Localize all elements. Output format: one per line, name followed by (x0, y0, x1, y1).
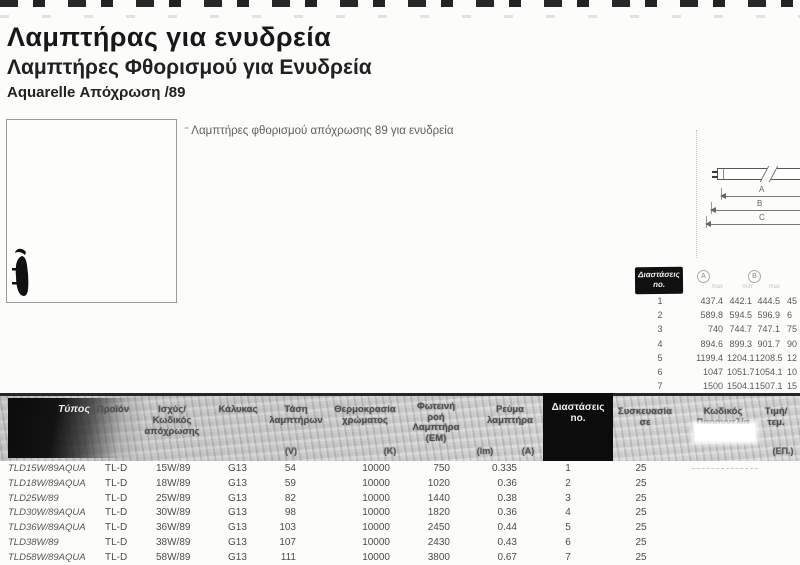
column-letter-a: A (697, 270, 710, 283)
page-subtitle: Λαμπτήρες Φθορισμού για Ενυδρεία (7, 56, 372, 80)
unit-colortemp: (K) (365, 446, 415, 456)
caption-text: Λαμπτήρες φθορισμού απόχρωσης 89 για ενυ… (191, 125, 453, 137)
cell-type: TLD58W/89AQUA (8, 551, 103, 565)
page-variant: Aquarelle Απόχρωση /89 (7, 84, 186, 101)
product-table-header: Τύπος Προϊόν Ισχύς/ Κωδικός απόχρωσης Κά… (0, 393, 800, 461)
scan-edge-artifact (0, 0, 800, 7)
column-letter-b: B (748, 270, 761, 283)
column-sublabel: max (693, 284, 723, 290)
col-header-product: Προϊόν (85, 404, 141, 415)
scan-edge-artifact-faint (0, 15, 800, 18)
cell-type: TLD15W/89AQUA (8, 462, 103, 477)
caption-bullet-icon: ⁼ (184, 125, 189, 136)
col-header-price: Τιμή/ τεμ. (752, 406, 800, 428)
dimensions-title-line1: Διαστάσεις (638, 270, 680, 279)
cell-type: TLD18W/89AQUA (8, 477, 103, 492)
page-title: Λαμπτήρας για ενυδρεία (7, 22, 331, 53)
dimensions-table-title: Διαστάσεις no. (635, 267, 683, 295)
unit-voltage: (V) (266, 446, 316, 456)
lamp-dimension-diagram: A B C (696, 130, 800, 258)
dimension-label-c: C (759, 213, 765, 222)
col-header-current: Ρεύμα λαμπτήρα (481, 404, 539, 426)
dimension-line-a (721, 196, 800, 197)
tube-pin (712, 176, 718, 178)
tube-drawing (717, 168, 800, 180)
col-header-dim-no: Διαστάσεις no. (543, 402, 613, 424)
tube-pin (712, 171, 718, 173)
col-header-flux: Φωτεινή ροή Λαμπτήρα (ΕΜ) (407, 402, 465, 444)
dimensions-title-line2: no. (653, 280, 665, 289)
tube-cap-line (723, 169, 724, 179)
unit-current: (A) (503, 446, 553, 456)
cell-type: TLD36W/89AQUA (8, 521, 103, 536)
dimension-line-c (706, 224, 800, 225)
product-caption: ⁼Λαμπτήρες φθορισμού απόχρωσης 89 για εν… (184, 125, 454, 137)
product-table: Τύπος Προϊόν Ισχύς/ Κωδικός απόχρωσης Κά… (0, 393, 800, 564)
cell-type: TLD38W/89 (8, 536, 103, 551)
col-header-voltage: Τάση λαμπτήρων (267, 404, 325, 426)
dimension-line-b (711, 210, 800, 211)
product-photo-frame (6, 119, 177, 303)
column-sublabel: min (724, 284, 752, 290)
dimension-label-a: A (759, 185, 764, 194)
col-header-packaging: Συσκευασία σε (613, 406, 677, 428)
cell-type: TLD30W/89AQUA (8, 506, 103, 521)
col-header-colortemp: Θερμοκρασία χρώματος (329, 404, 401, 426)
column-sublabel: max (752, 284, 780, 290)
col-header-wattage: Ισχύς/ Κωδικός απόχρωσης (141, 404, 203, 437)
tube-break-mark (760, 166, 779, 182)
dimension-label-b: B (757, 199, 762, 208)
col-header-cap: Κάλυκας (209, 404, 267, 415)
unit-price: (ΕΠ.) (758, 446, 800, 456)
erased-area-artifact (695, 424, 755, 441)
cell-type: TLD25W/89 (8, 492, 103, 507)
lamp-end-icon (12, 246, 42, 302)
erased-code-artifact (692, 468, 758, 469)
